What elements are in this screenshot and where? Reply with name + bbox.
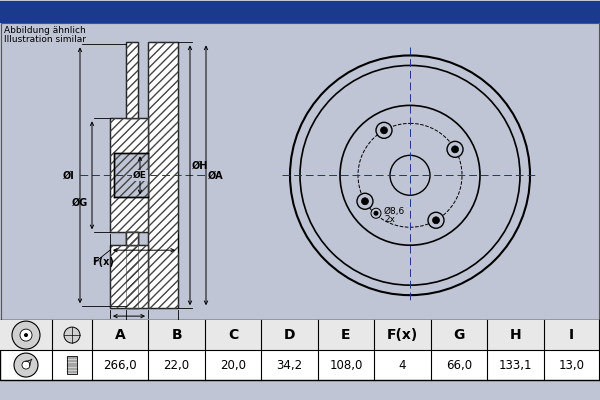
- Text: ®: ®: [394, 251, 406, 264]
- Text: ØA: ØA: [208, 170, 224, 180]
- Polygon shape: [110, 118, 148, 232]
- Text: H: H: [509, 328, 521, 342]
- Polygon shape: [148, 42, 178, 308]
- Text: 66,0: 66,0: [446, 358, 472, 372]
- Circle shape: [371, 208, 381, 218]
- Text: 266,0: 266,0: [103, 358, 137, 372]
- Text: B: B: [125, 322, 133, 332]
- Circle shape: [433, 217, 439, 224]
- Text: C (MTH): C (MTH): [130, 332, 174, 342]
- Bar: [0, 320, 600, 380]
- Circle shape: [12, 321, 40, 349]
- Circle shape: [340, 105, 480, 245]
- Text: 20,0: 20,0: [220, 358, 246, 372]
- Text: 422194: 422194: [392, 2, 467, 20]
- Text: Illustration similar: Illustration similar: [4, 36, 86, 44]
- Text: ØG: ØG: [72, 198, 88, 208]
- Bar: [0, 0, 600, 22]
- Circle shape: [380, 127, 388, 134]
- Text: D: D: [284, 328, 295, 342]
- Polygon shape: [110, 245, 148, 308]
- Text: I: I: [569, 328, 574, 342]
- Circle shape: [22, 361, 30, 369]
- Text: C: C: [228, 328, 238, 342]
- Text: ØI: ØI: [63, 170, 75, 180]
- Text: 108,0: 108,0: [329, 358, 362, 372]
- Text: Ø8,6: Ø8,6: [384, 207, 405, 216]
- Text: 24.0122-0194.1: 24.0122-0194.1: [110, 2, 269, 20]
- Text: F(x): F(x): [387, 328, 418, 342]
- Text: ØH: ØH: [192, 160, 208, 170]
- Circle shape: [14, 353, 38, 377]
- Circle shape: [447, 141, 463, 157]
- Bar: [1, 22, 599, 320]
- Text: D: D: [133, 342, 141, 352]
- Text: 22,0: 22,0: [164, 358, 190, 372]
- Polygon shape: [126, 232, 138, 245]
- Text: ØE: ØE: [133, 171, 147, 180]
- Circle shape: [452, 146, 458, 153]
- Polygon shape: [114, 153, 148, 197]
- Polygon shape: [126, 42, 138, 118]
- Circle shape: [290, 56, 530, 295]
- Circle shape: [376, 122, 392, 138]
- Text: F(x): F(x): [92, 257, 114, 267]
- Circle shape: [64, 327, 80, 343]
- Text: 133,1: 133,1: [499, 358, 532, 372]
- Text: 2x: 2x: [384, 215, 395, 224]
- Text: 4: 4: [398, 358, 406, 372]
- Circle shape: [390, 155, 430, 195]
- Text: Abbildung ähnlich: Abbildung ähnlich: [4, 26, 86, 36]
- Polygon shape: [126, 232, 138, 308]
- Text: 13,0: 13,0: [559, 358, 585, 372]
- Circle shape: [20, 329, 32, 341]
- Circle shape: [300, 66, 520, 285]
- Bar: [0, 22, 600, 320]
- Text: E: E: [341, 328, 351, 342]
- Text: ATE: ATE: [340, 221, 419, 259]
- Text: G: G: [453, 328, 464, 342]
- Circle shape: [373, 211, 379, 216]
- Text: B: B: [172, 328, 182, 342]
- Circle shape: [24, 333, 28, 337]
- Circle shape: [361, 198, 368, 205]
- Text: A: A: [115, 328, 125, 342]
- Bar: [67, 356, 77, 374]
- Bar: [0, 320, 600, 350]
- Text: 34,2: 34,2: [277, 358, 302, 372]
- Circle shape: [357, 193, 373, 209]
- Circle shape: [428, 212, 444, 228]
